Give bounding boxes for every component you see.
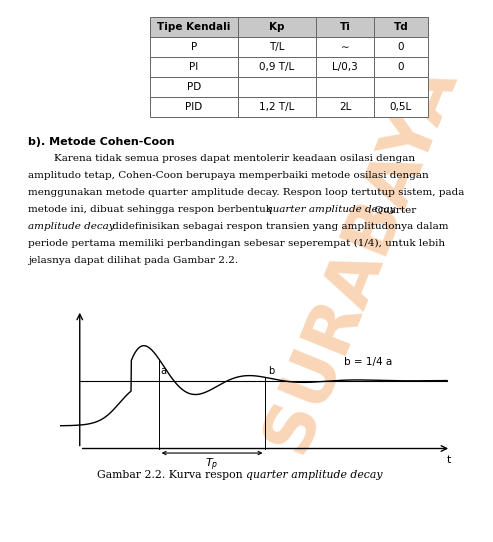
FancyBboxPatch shape — [150, 17, 238, 37]
Text: 0,5L: 0,5L — [390, 102, 412, 112]
Text: Tipe Kendali: Tipe Kendali — [157, 22, 231, 32]
Text: SURABAYA: SURABAYA — [252, 54, 468, 460]
Text: L/0,3: L/0,3 — [332, 62, 358, 72]
Text: PD: PD — [187, 82, 201, 92]
Text: Karena tidak semua proses dapat mentolerir keadaan osilasi dengan: Karena tidak semua proses dapat mentoler… — [28, 154, 415, 163]
Text: 2L: 2L — [339, 102, 351, 112]
Text: periode pertama memiliki perbandingan sebesar seperempat (1/4), untuk lebih: periode pertama memiliki perbandingan se… — [28, 239, 445, 248]
Text: quarter amplitude decay: quarter amplitude decay — [246, 470, 383, 480]
Text: . Quarter: . Quarter — [368, 205, 416, 214]
FancyBboxPatch shape — [374, 57, 428, 77]
FancyBboxPatch shape — [316, 57, 374, 77]
Text: metode ini, dibuat sehingga respon berbentuk: metode ini, dibuat sehingga respon berbe… — [28, 205, 275, 214]
FancyBboxPatch shape — [238, 57, 316, 77]
FancyBboxPatch shape — [316, 77, 374, 97]
Text: a: a — [161, 365, 167, 376]
Text: Gambar 2.2. Kurva respon: Gambar 2.2. Kurva respon — [97, 470, 246, 480]
Text: PID: PID — [185, 102, 203, 112]
FancyBboxPatch shape — [374, 17, 428, 37]
Text: didefinisikan sebagai respon transien yang amplitudonya dalam: didefinisikan sebagai respon transien ya… — [109, 222, 449, 231]
Text: P: P — [191, 42, 197, 52]
Text: 0: 0 — [398, 42, 404, 52]
Text: t: t — [447, 455, 451, 465]
Text: $T_p$: $T_p$ — [206, 457, 219, 473]
Text: 0: 0 — [398, 62, 404, 72]
FancyBboxPatch shape — [150, 97, 238, 117]
FancyBboxPatch shape — [316, 97, 374, 117]
FancyBboxPatch shape — [150, 37, 238, 57]
FancyBboxPatch shape — [238, 97, 316, 117]
Text: amplitude decay: amplitude decay — [28, 222, 115, 231]
Text: ∼: ∼ — [341, 42, 350, 52]
Text: T/L: T/L — [269, 42, 285, 52]
Text: PI: PI — [189, 62, 199, 72]
FancyBboxPatch shape — [374, 97, 428, 117]
FancyBboxPatch shape — [238, 17, 316, 37]
FancyBboxPatch shape — [150, 77, 238, 97]
FancyBboxPatch shape — [316, 37, 374, 57]
Text: Ti: Ti — [340, 22, 351, 32]
Text: Kp: Kp — [269, 22, 285, 32]
Text: b). Metode Cohen-Coon: b). Metode Cohen-Coon — [28, 137, 175, 147]
Text: b = 1/4 a: b = 1/4 a — [344, 358, 392, 367]
Text: menggunakan metode quarter amplitude decay. Respon loop tertutup sistem, pada: menggunakan metode quarter amplitude dec… — [28, 188, 464, 197]
FancyBboxPatch shape — [238, 77, 316, 97]
Text: Td: Td — [393, 22, 408, 32]
Text: 0,9 T/L: 0,9 T/L — [259, 62, 295, 72]
Text: quarter amplitude decay: quarter amplitude decay — [266, 205, 395, 214]
FancyBboxPatch shape — [374, 77, 428, 97]
FancyBboxPatch shape — [238, 37, 316, 57]
FancyBboxPatch shape — [150, 57, 238, 77]
Text: 1,2 T/L: 1,2 T/L — [259, 102, 295, 112]
Text: b: b — [269, 366, 275, 376]
FancyBboxPatch shape — [374, 37, 428, 57]
Text: amplitudo tetap, Cohen-Coon berupaya memperbaiki metode osilasi dengan: amplitudo tetap, Cohen-Coon berupaya mem… — [28, 171, 429, 180]
FancyBboxPatch shape — [316, 17, 374, 37]
Text: jelasnya dapat dilihat pada Gambar 2.2.: jelasnya dapat dilihat pada Gambar 2.2. — [28, 256, 238, 265]
